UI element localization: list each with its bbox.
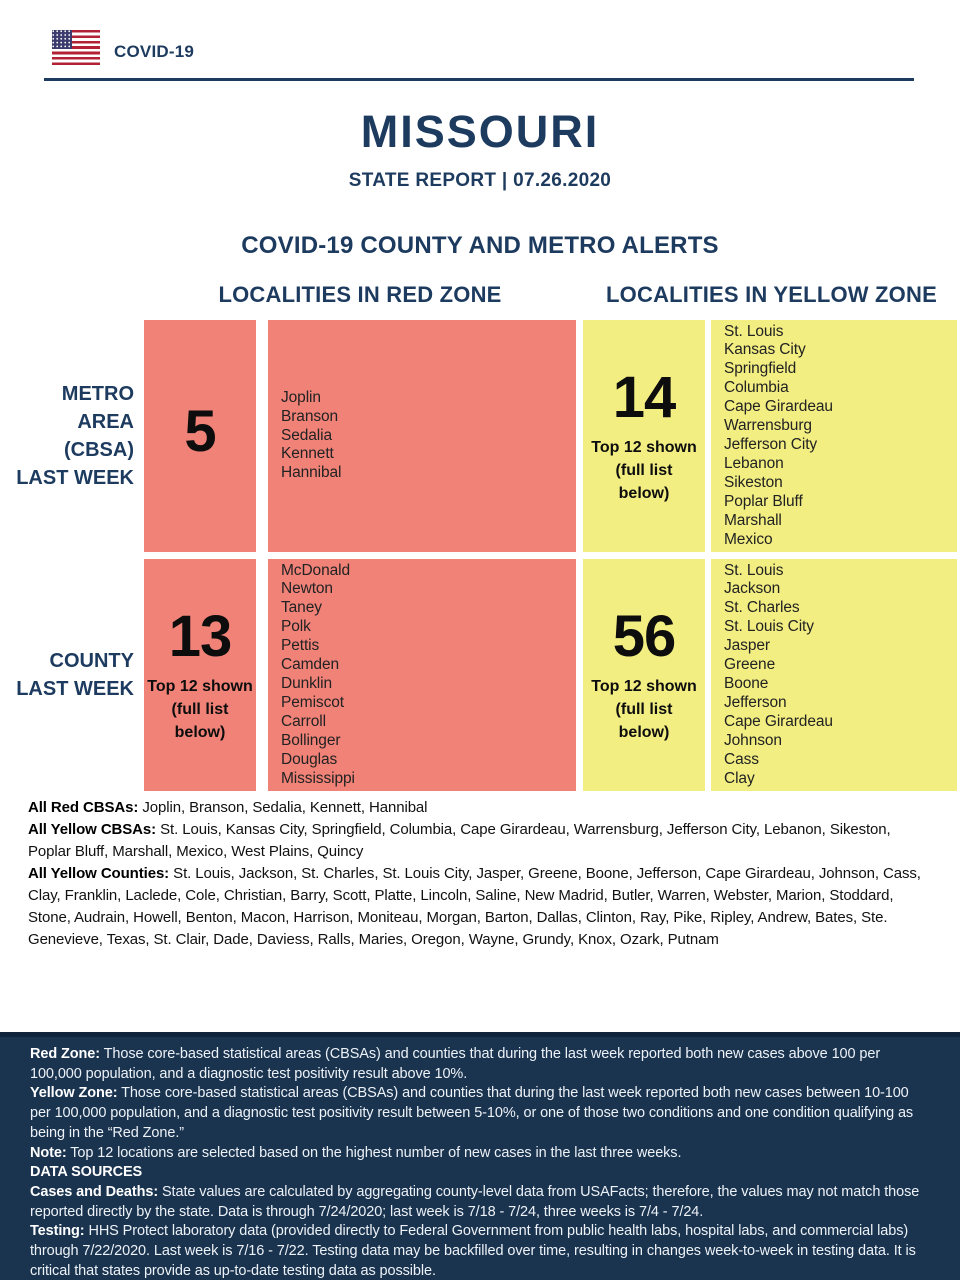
all-yellow-counties-text: St. Louis, Jackson, St. Charles, St. Lou… bbox=[28, 865, 921, 948]
metro-yellow-note: Top 12 shown (full list below) bbox=[591, 438, 697, 502]
county-row: COUNTY LAST WEEK 13 Top 12 shown (full l… bbox=[0, 559, 960, 791]
metro-yellow-count-box: 14 Top 12 shown (full list below) bbox=[583, 320, 705, 552]
testing-text: HHS Protect laboratory data (provided di… bbox=[30, 1223, 916, 1279]
alerts-grid: METRO AREA (CBSA) LAST WEEK 5 Joplin Bra… bbox=[0, 320, 960, 798]
all-red-cbsas-label: All Red CBSAs: bbox=[28, 799, 139, 816]
red-zone-heading: LOCALITIES IN RED ZONE bbox=[218, 282, 502, 307]
metro-row: METRO AREA (CBSA) LAST WEEK 5 Joplin Bra… bbox=[0, 320, 960, 552]
data-sources-heading: DATA SOURCES bbox=[30, 1163, 930, 1183]
all-yellow-cbsas-label: All Yellow CBSAs: bbox=[28, 821, 157, 838]
footer: Red Zone: Those core-based statistical a… bbox=[0, 1032, 960, 1280]
county-red-count: 13 bbox=[168, 603, 233, 669]
yellow-zone-definition-text: Those core-based statistical areas (CBSA… bbox=[30, 1085, 914, 1141]
all-yellow-cbsas-text: St. Louis, Kansas City, Springfield, Col… bbox=[28, 821, 891, 860]
all-yellow-cbsas: All Yellow CBSAs: St. Louis, Kansas City… bbox=[28, 819, 936, 863]
all-red-cbsas-text: Joplin, Branson, Sedalia, Kennett, Hanni… bbox=[138, 799, 428, 816]
all-yellow-counties: All Yellow Counties: St. Louis, Jackson,… bbox=[28, 863, 936, 951]
report-subtitle: STATE REPORT | 07.26.2020 bbox=[348, 170, 612, 191]
cases-deaths-text: State values are calculated by aggregati… bbox=[30, 1183, 920, 1220]
county-yellow-note: Top 12 shown (full list below) bbox=[591, 677, 697, 741]
note-line: Note: Top 12 locations are selected base… bbox=[30, 1144, 930, 1164]
cases-deaths-source: Cases and Deaths: State values are calcu… bbox=[30, 1183, 930, 1222]
red-zone-definition-text: Those core-based statistical areas (CBSA… bbox=[30, 1046, 881, 1082]
yellow-zone-definition-label: Yellow Zone: bbox=[30, 1085, 118, 1102]
all-yellow-counties-label: All Yellow Counties: bbox=[28, 865, 170, 882]
state-title: MISSOURI bbox=[360, 106, 600, 157]
us-flag-icon bbox=[52, 30, 100, 65]
metro-row-label: METRO AREA (CBSA) LAST WEEK bbox=[16, 383, 134, 489]
testing-label: Testing: bbox=[30, 1223, 85, 1240]
red-zone-definition: Red Zone: Those core-based statistical a… bbox=[30, 1045, 930, 1084]
yellow-zone-heading: LOCALITIES IN YELLOW ZONE bbox=[606, 282, 937, 307]
header-divider bbox=[44, 78, 914, 81]
metro-red-names: Joplin Branson Sedalia Kennett Hannibal bbox=[268, 320, 576, 552]
county-yellow-count: 56 bbox=[612, 603, 677, 669]
all-red-cbsas: All Red CBSAs: Joplin, Branson, Sedalia,… bbox=[28, 797, 936, 819]
data-sources-label: DATA SOURCES bbox=[30, 1164, 143, 1181]
county-yellow-names: St. Louis Jackson St. Charles St. Louis … bbox=[711, 559, 957, 791]
county-row-label: COUNTY LAST WEEK bbox=[16, 650, 134, 700]
note-label: Note: bbox=[30, 1144, 67, 1161]
summary-section: All Red CBSAs: Joplin, Branson, Sedalia,… bbox=[28, 797, 936, 951]
cases-deaths-label: Cases and Deaths: bbox=[30, 1183, 159, 1200]
county-yellow-count-box: 56 Top 12 shown (full list below) bbox=[583, 559, 705, 791]
county-red-count-box: 13 Top 12 shown (full list below) bbox=[144, 559, 256, 791]
county-red-note: Top 12 shown (full list below) bbox=[147, 677, 253, 741]
note-text: Top 12 locations are selected based on t… bbox=[66, 1144, 682, 1161]
testing-source: Testing: HHS Protect laboratory data (pr… bbox=[30, 1222, 930, 1281]
county-red-names: McDonald Newton Taney Polk Pettis Camden… bbox=[268, 559, 576, 791]
us-flag-canton bbox=[52, 30, 72, 49]
red-zone-definition-label: Red Zone: bbox=[30, 1046, 100, 1062]
brand-title: COVID-19 bbox=[114, 42, 195, 61]
metro-red-count-box: 5 bbox=[144, 320, 256, 552]
alerts-heading: COVID-19 COUNTY AND METRO ALERTS bbox=[241, 232, 719, 259]
metro-yellow-count: 14 bbox=[612, 364, 677, 430]
yellow-zone-definition: Yellow Zone: Those core-based statistica… bbox=[30, 1084, 930, 1143]
metro-red-count: 5 bbox=[184, 399, 216, 464]
metro-yellow-names: St. Louis Kansas City Springfield Columb… bbox=[711, 320, 957, 552]
